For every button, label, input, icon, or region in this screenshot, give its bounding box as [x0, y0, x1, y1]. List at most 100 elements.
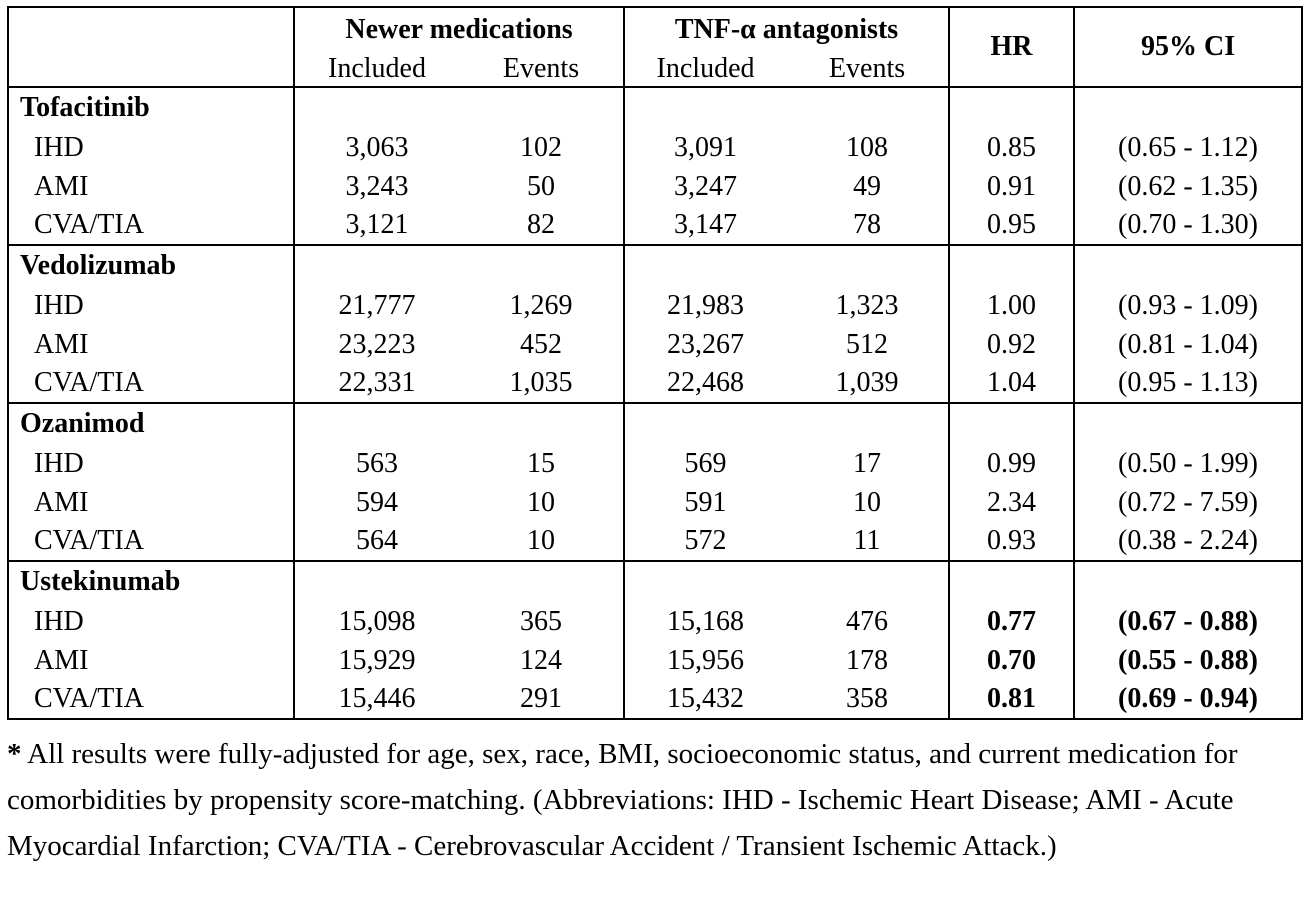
- empty-cell: [786, 403, 949, 444]
- outcome-data-row: IHD 3,063 102 3,091 108 0.85 (0.65 - 1.12): [8, 128, 1303, 167]
- newer-included-cell: 23,223: [293, 325, 459, 364]
- footnote-marker: *: [7, 738, 22, 770]
- tnf-events-cell: 1,039: [786, 364, 950, 404]
- tnf-events-cell: 10: [853, 486, 882, 518]
- newer-included-cell: 21,777: [293, 286, 459, 325]
- newer-events-subheader: Events: [459, 52, 625, 88]
- empty-cell: [1073, 561, 1303, 602]
- ci-cell: (0.69 - 0.94): [1073, 680, 1303, 720]
- footnote-text: All results were fully-adjusted for age,…: [7, 738, 1238, 862]
- results-table: Newer medications TNF-α antagonists HR 9…: [7, 6, 1304, 720]
- outcome-cell: IHD: [34, 605, 84, 637]
- newer-events-cell: 50: [527, 170, 555, 202]
- newer-included-cell: 15,098: [293, 602, 459, 641]
- tnf-included-cell: 21,983: [623, 286, 787, 325]
- newer-included-cell: 594: [293, 483, 459, 522]
- newer-included-cell: 3,243: [293, 167, 459, 206]
- empty-cell: [623, 403, 787, 444]
- outcome-cell: IHD: [34, 447, 84, 479]
- ci-cell: (0.50 - 1.99): [1073, 444, 1303, 483]
- empty-cell: [1073, 87, 1303, 128]
- ci-cell: (0.72 - 7.59): [1073, 483, 1303, 522]
- empty-cell: [786, 87, 949, 128]
- newer-included-cell: 15,446: [293, 680, 459, 720]
- tnf-events-cell: 512: [846, 328, 889, 360]
- drug-group-row: Vedolizumab: [8, 245, 1303, 286]
- empty-cell: [948, 87, 1075, 128]
- newer-events-cell: 1,269: [509, 289, 573, 321]
- footnote: * All results were fully-adjusted for ag…: [7, 731, 1301, 869]
- drug-name-cell: Ozanimod: [20, 408, 145, 439]
- hr-cell: 0.77: [948, 602, 1075, 641]
- tnf-events-cell: 108: [846, 131, 889, 163]
- drug-group-row: Ozanimod: [8, 403, 1303, 444]
- tnf-events-cell: 476: [846, 605, 889, 637]
- tnf-included-cell: 15,168: [623, 602, 787, 641]
- empty-cell: [623, 245, 787, 286]
- hr-cell: 0.93: [948, 522, 1075, 562]
- ci-cell: (0.65 - 1.12): [1073, 128, 1303, 167]
- newer-events-cell: 82: [459, 206, 625, 246]
- tnf-events-subheader: Events: [786, 52, 950, 88]
- tnf-included-cell: 3,091: [623, 128, 787, 167]
- newer-events-cell: 452: [520, 328, 562, 360]
- empty-cell: [293, 87, 459, 128]
- empty-cell: [293, 403, 459, 444]
- newer-included-cell: 564: [293, 522, 459, 562]
- newer-included-subheader: Included: [293, 52, 459, 88]
- header-row-subcols: Included Events Included Events: [8, 52, 1302, 88]
- newer-included-cell: 3,121: [293, 206, 459, 246]
- ci-cell: (0.81 - 1.04): [1073, 325, 1303, 364]
- ci-cell: (0.95 - 1.13): [1073, 364, 1303, 404]
- newer-events-cell: 102: [520, 131, 562, 163]
- tnf-included-cell: 15,956: [623, 641, 787, 680]
- hr-cell: 2.34: [948, 483, 1075, 522]
- empty-cell: [293, 561, 459, 602]
- tnf-events-cell: 78: [786, 206, 950, 246]
- hr-cell: 0.99: [948, 444, 1075, 483]
- empty-cell: [1073, 245, 1303, 286]
- newer-events-cell: 10: [527, 486, 555, 518]
- hr-cell: 0.85: [948, 128, 1075, 167]
- hr-cell: 0.92: [948, 325, 1075, 364]
- newer-included-cell: 563: [293, 444, 459, 483]
- empty-cell: [1073, 403, 1303, 444]
- empty-cell: [459, 561, 624, 602]
- tnf-included-cell: 15,432: [623, 680, 787, 720]
- tnf-included-subheader: Included: [623, 52, 787, 88]
- newer-events-cell: 291: [459, 680, 625, 720]
- newer-events-cell: 15: [527, 447, 555, 479]
- hr-cell: 1.04: [948, 364, 1075, 404]
- hr-cell: 0.70: [948, 641, 1075, 680]
- tnf-included-cell: 3,247: [623, 167, 787, 206]
- empty-cell: [786, 245, 949, 286]
- outcome-cell: AMI: [34, 328, 89, 360]
- outcome-cell: AMI: [34, 644, 89, 676]
- table-header: Newer medications TNF-α antagonists HR 9…: [8, 7, 1303, 88]
- tnf-included-cell: 569: [623, 444, 787, 483]
- outcome-cell: AMI: [34, 486, 89, 518]
- newer-events-cell: 1,035: [459, 364, 625, 404]
- corner-cell: [8, 7, 294, 88]
- newer-medications-group-header: Newer medications: [292, 7, 625, 52]
- tnf-events-cell: 1,323: [835, 289, 899, 321]
- tnf-included-cell: 22,468: [623, 364, 787, 404]
- tnf-events-cell: 358: [786, 680, 950, 720]
- outcome-data-row: AMI 3,243 50 3,247 49 0.91 (0.62 - 1.35): [8, 167, 1303, 206]
- empty-cell: [623, 87, 787, 128]
- empty-cell: [459, 403, 624, 444]
- tnf-events-cell: 17: [853, 447, 882, 479]
- ci-column-header: 95% CI: [1073, 7, 1303, 88]
- newer-events-cell: 124: [520, 644, 562, 676]
- outcome-cell: IHD: [34, 131, 84, 163]
- newer-included-cell: 15,929: [293, 641, 459, 680]
- outcome-cell: AMI: [34, 170, 89, 202]
- tnf-antagonists-group-header: TNF-α antagonists: [623, 7, 950, 52]
- table-body: Tofacitinib IHD 3,063 102 3,091 108 0.85 (0.65 …: [8, 87, 1303, 720]
- empty-cell: [948, 245, 1075, 286]
- outcome-cell: IHD: [34, 289, 84, 321]
- ci-cell: (0.70 - 1.30): [1073, 206, 1303, 246]
- empty-cell: [948, 403, 1075, 444]
- ci-cell: (0.55 - 0.88): [1073, 641, 1303, 680]
- newer-included-cell: 3,063: [293, 128, 459, 167]
